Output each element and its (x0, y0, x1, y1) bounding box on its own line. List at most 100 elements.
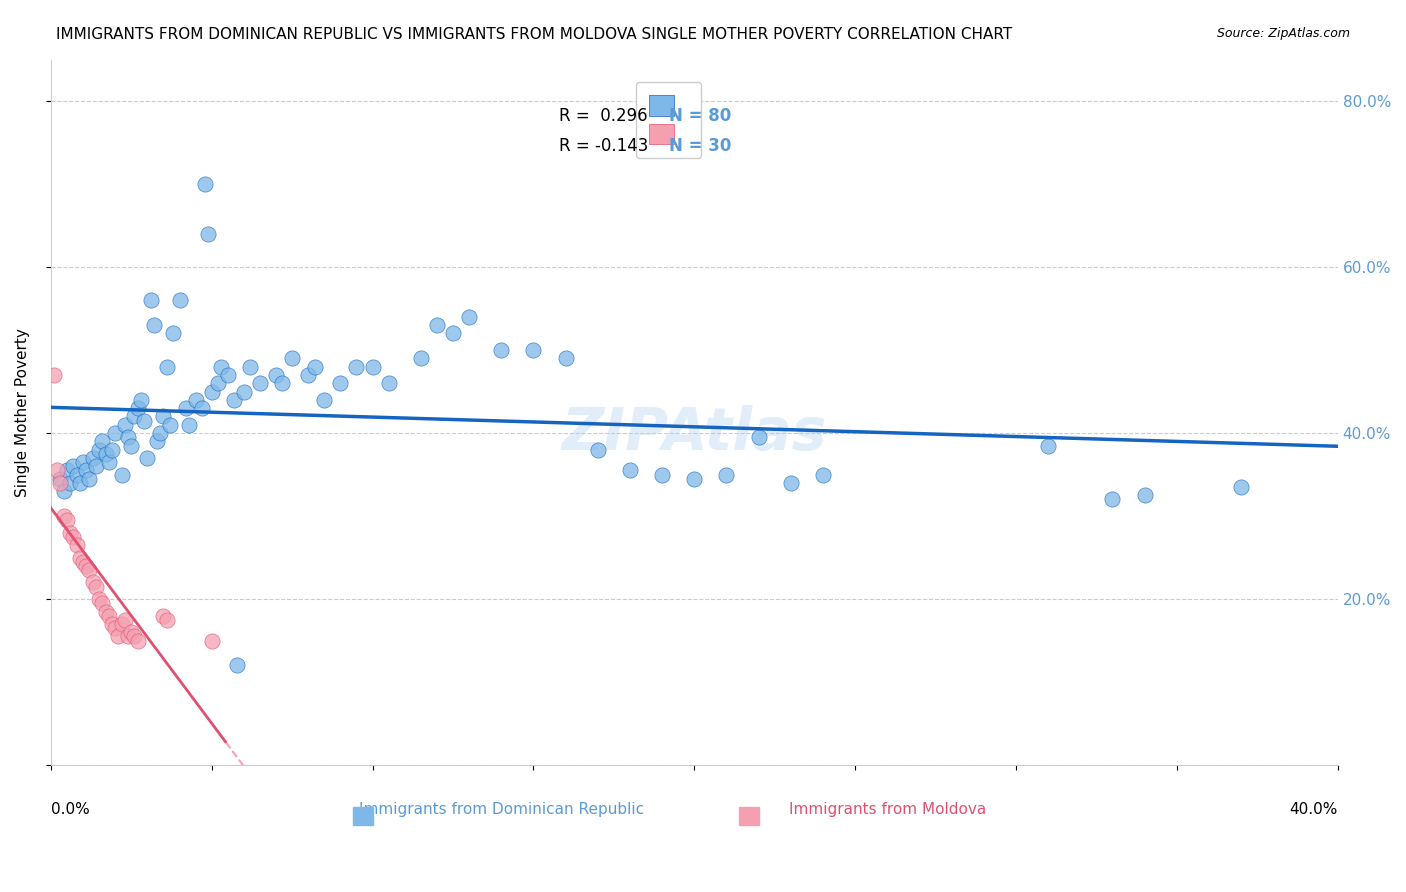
Point (62, 459, 84, 474)
Point (110, 617, 132, 632)
Text: Immigrants from Moldova: Immigrants from Moldova (789, 803, 986, 817)
Point (120, 438, 142, 452)
Point (59, 475, 82, 490)
Point (87, 442, 110, 457)
Text: N = 30: N = 30 (668, 136, 731, 154)
Point (136, 450, 159, 465)
Point (174, 401, 197, 416)
Point (82, 450, 104, 465)
Point (69, 550, 91, 565)
Point (217, 368, 239, 382)
Point (554, 351, 576, 366)
Point (49, 472, 72, 486)
Point (114, 613, 136, 627)
Point (107, 630, 129, 644)
Point (114, 417, 136, 432)
Point (142, 318, 165, 333)
Point (156, 359, 179, 374)
Point (271, 376, 294, 391)
Point (194, 177, 217, 191)
Point (152, 608, 174, 623)
Point (426, 318, 449, 333)
Point (87, 592, 110, 607)
Point (72, 455, 94, 469)
Point (1230, 480, 1253, 494)
Point (586, 442, 609, 457)
Point (169, 293, 191, 308)
Point (79, 472, 101, 486)
Point (1101, 492, 1123, 507)
Point (249, 376, 271, 391)
Point (209, 359, 232, 374)
Point (52, 484, 75, 499)
Text: 40.0%: 40.0% (1289, 803, 1337, 817)
Point (683, 472, 706, 486)
Text: IMMIGRANTS FROM DOMINICAN REPUBLIC VS IMMIGRANTS FROM MOLDOVA SINGLE MOTHER POVE: IMMIGRANTS FROM DOMINICAN REPUBLIC VS IM… (56, 27, 1012, 42)
Text: ZIPAtlas: ZIPAtlas (561, 405, 827, 462)
Point (441, 326, 464, 341)
Point (239, 359, 262, 374)
Point (201, 384, 224, 399)
Y-axis label: Single Mother Poverty: Single Mother Poverty (15, 328, 30, 497)
Point (110, 467, 132, 482)
Point (264, 368, 287, 382)
Text: R = -0.143: R = -0.143 (560, 136, 648, 154)
Point (156, 613, 179, 627)
Bar (353, 807, 373, 825)
Point (127, 633, 149, 648)
Point (152, 409, 174, 424)
Point (811, 467, 834, 482)
Point (207, 376, 229, 391)
Point (65, 538, 87, 552)
Point (522, 343, 544, 357)
Point (94, 447, 117, 461)
Point (129, 392, 152, 407)
Text: Source: ZipAtlas.com: Source: ZipAtlas.com (1216, 27, 1350, 40)
Point (179, 417, 201, 432)
Point (42, 368, 65, 382)
Point (162, 326, 184, 341)
Point (49, 475, 72, 490)
Point (361, 359, 384, 374)
Text: 0.0%: 0.0% (51, 803, 90, 817)
Point (201, 633, 224, 648)
Text: N = 80: N = 80 (668, 107, 731, 125)
Point (104, 621, 127, 635)
Point (134, 414, 156, 428)
Point (97, 608, 120, 623)
Point (146, 434, 169, 449)
Text: R =  0.296: R = 0.296 (560, 107, 648, 125)
Point (62, 530, 84, 544)
Point (117, 630, 139, 644)
Point (69, 475, 91, 490)
Point (232, 384, 254, 399)
Bar (740, 807, 759, 825)
Point (124, 409, 146, 424)
Point (91, 434, 114, 449)
Point (75, 463, 97, 477)
Point (139, 293, 162, 308)
Point (84, 580, 107, 594)
Point (224, 392, 246, 407)
Point (191, 401, 214, 416)
Point (46, 463, 69, 477)
Point (346, 359, 368, 374)
Point (127, 401, 149, 416)
Point (779, 475, 801, 490)
Point (619, 463, 641, 477)
Point (458, 310, 481, 324)
Point (748, 430, 770, 444)
Point (226, 658, 249, 673)
Point (101, 617, 124, 632)
Point (79, 563, 101, 577)
Point (329, 376, 352, 391)
Point (124, 630, 146, 644)
Point (197, 227, 219, 241)
Point (651, 467, 673, 482)
Point (94, 605, 117, 619)
Point (56, 463, 79, 477)
Text: Immigrants from Dominican Republic: Immigrants from Dominican Republic (359, 803, 644, 817)
Point (52, 509, 75, 524)
Point (59, 525, 82, 540)
Point (377, 376, 399, 391)
